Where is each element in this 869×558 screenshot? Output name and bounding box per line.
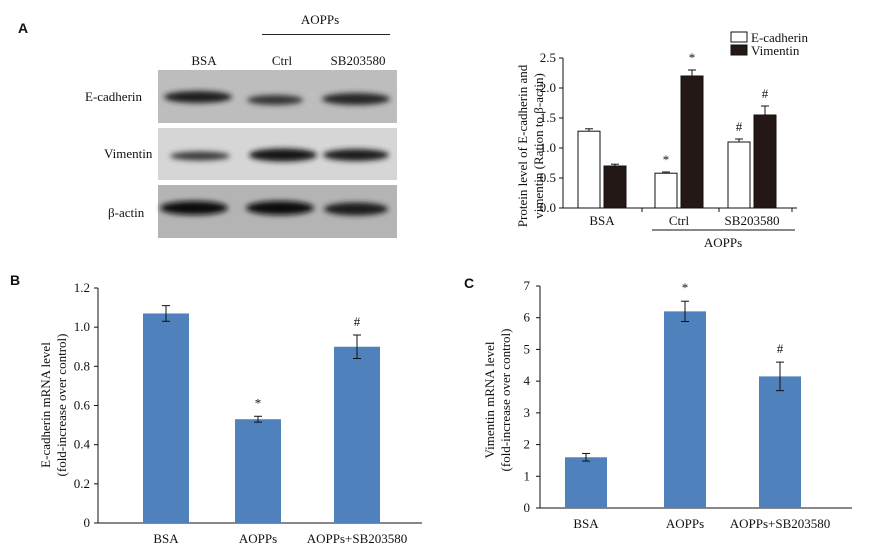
chart-a-bar xyxy=(753,114,777,209)
chart-b-xtick-label: AOPPs+SB203580 xyxy=(307,531,408,546)
blot-lane-bsa: BSA xyxy=(191,53,217,68)
chart-c-annotation: * xyxy=(682,280,689,295)
chart-a-group-label: AOPPs xyxy=(704,235,742,250)
chart-a-ytick-label: 0.0 xyxy=(540,200,556,215)
chart-a-legend-swatch xyxy=(730,31,748,43)
chart-a-ytick-label: 1.0 xyxy=(540,140,556,155)
chart-a-xtick-label: SB203580 xyxy=(725,213,780,228)
chart-c-xtick-label: AOPPs+SB203580 xyxy=(730,516,831,531)
chart-c-vimentin-mrna: Vimentin mRNA level (fold-increase over … xyxy=(482,280,852,531)
blot-row-label-ecadherin: E-cadherin xyxy=(85,89,143,104)
chart-c-ytick-label: 7 xyxy=(524,280,531,293)
chart-c-ytick-label: 6 xyxy=(524,310,531,325)
chart-c-ytick-label: 0 xyxy=(524,500,531,515)
blot-group-label: AOPPs xyxy=(300,12,340,27)
chart-a-legend-swatch xyxy=(730,44,748,56)
chart-a-annotation: * xyxy=(663,152,670,167)
chart-a-annotation: # xyxy=(762,86,769,101)
blot-row-label-vimentin: Vimentin xyxy=(104,146,153,161)
chart-a-ylabel-line1: Protein level of E-cadherin and xyxy=(515,64,530,227)
chart-a-annotation: # xyxy=(736,119,743,134)
chart-a-annotation: * xyxy=(689,50,696,65)
chart-c-ytick-label: 5 xyxy=(524,341,531,356)
band-actin-bsa xyxy=(160,201,228,215)
band-ecadherin-bsa xyxy=(164,91,232,103)
chart-b-ytick-label: 1.0 xyxy=(74,319,90,334)
chart-c-bar xyxy=(664,311,706,508)
panel-label-a: A xyxy=(18,20,29,36)
chart-a-ytick-label: 2.0 xyxy=(540,80,556,95)
chart-c-annotation: # xyxy=(777,341,784,356)
blot-lane-ctrl: Ctrl xyxy=(271,53,293,68)
chart-b-ytick-label: 0.2 xyxy=(74,476,90,491)
chart-c-bar xyxy=(759,376,801,508)
chart-b-ytick-label: 0 xyxy=(84,515,91,530)
chart-a-bar xyxy=(680,75,704,209)
chart-c-ytick-label: 3 xyxy=(524,405,531,420)
chart-a-ylabel-line2: vimentin (Ration to β-actin) xyxy=(531,73,546,219)
chart-a-ytick-label: 0.5 xyxy=(540,170,556,185)
band-actin-sb xyxy=(324,202,388,216)
chart-a-protein-level: Protein level of E-cadherin and vimentin… xyxy=(515,30,809,250)
chart-c-ytick-label: 1 xyxy=(524,468,531,483)
chart-b-xtick-label: BSA xyxy=(153,531,179,546)
chart-c-bar xyxy=(565,457,607,508)
chart-b-annotation: # xyxy=(354,314,361,329)
chart-b-ytick-label: 0.8 xyxy=(74,358,90,373)
chart-b-bar xyxy=(235,419,281,523)
chart-a-bar xyxy=(603,165,627,209)
band-vimentin-ctrl xyxy=(249,148,317,162)
chart-a-bar xyxy=(654,172,678,209)
chart-c-ylabel-line1: Vimentin mRNA level xyxy=(482,341,497,458)
chart-a-legend-label: Vimentin xyxy=(751,43,800,58)
band-vimentin-sb xyxy=(323,149,389,161)
chart-c-ytick-label: 2 xyxy=(524,437,531,452)
chart-c-ylabel: Vimentin mRNA level (fold-increase over … xyxy=(482,329,513,472)
chart-c-ylabel-line2: (fold-increase over control) xyxy=(498,329,513,472)
chart-b-bar xyxy=(143,313,189,523)
chart-c-xtick-label: AOPPs xyxy=(666,516,704,531)
chart-c-xtick-label: BSA xyxy=(573,516,599,531)
chart-b-ylabel-line2: (fold-increase over control) xyxy=(54,334,69,477)
chart-b-ytick-label: 0.6 xyxy=(74,398,91,413)
chart-a-legend-label: E-cadherin xyxy=(751,30,809,45)
band-ecadherin-ctrl xyxy=(247,95,303,105)
chart-a-ylabel: Protein level of E-cadherin and vimentin… xyxy=(515,64,546,227)
chart-b-ecadherin-mrna: E-cadherin mRNA level (fold-increase ove… xyxy=(38,280,422,546)
chart-a-ytick-label: 1.5 xyxy=(540,110,556,125)
chart-a-xtick-label: Ctrl xyxy=(669,213,690,228)
band-ecadherin-sb xyxy=(322,93,390,105)
blot-image xyxy=(158,70,397,238)
blot-lane-sb203580: SB203580 xyxy=(330,53,386,68)
chart-b-ylabel: E-cadherin mRNA level (fold-increase ove… xyxy=(38,334,69,477)
chart-a-bar xyxy=(577,130,601,209)
chart-b-ytick-label: 0.4 xyxy=(74,437,91,452)
panel-label-c: C xyxy=(464,275,475,291)
band-actin-ctrl xyxy=(246,201,314,215)
chart-b-xtick-label: AOPPs xyxy=(239,531,277,546)
chart-b-ylabel-line1: E-cadherin mRNA level xyxy=(38,342,53,468)
western-blot: AOPPs BSA Ctrl SB203580 E-cadherin Vimen… xyxy=(0,0,420,250)
chart-b-bar xyxy=(334,346,380,523)
panel-label-b: B xyxy=(10,272,21,288)
chart-b-annotation: * xyxy=(255,395,262,410)
band-vimentin-bsa xyxy=(170,151,230,161)
chart-a-ytick-label: 2.5 xyxy=(540,50,556,65)
chart-a-xtick-label: BSA xyxy=(589,213,615,228)
chart-c-ytick-label: 4 xyxy=(524,373,531,388)
blot-group-line xyxy=(262,34,390,35)
chart-b-ytick-label: 1.2 xyxy=(74,280,90,295)
chart-a-bar xyxy=(727,141,751,209)
blot-row-label-beta-actin: β-actin xyxy=(108,205,145,220)
